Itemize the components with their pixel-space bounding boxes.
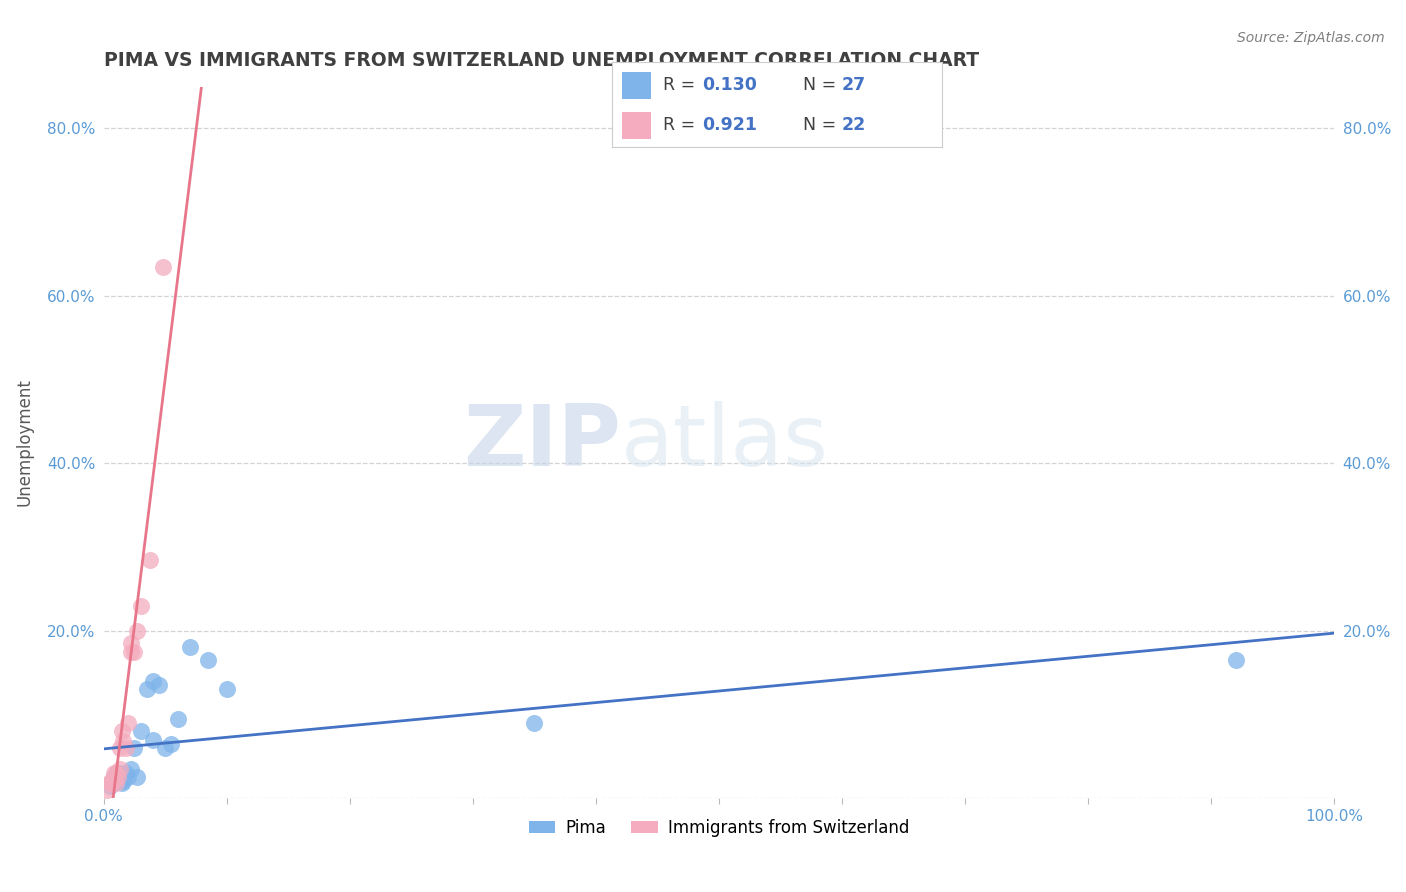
Text: R =: R = [662, 77, 700, 95]
Point [103, 766, 125, 780]
Text: R =: R = [662, 116, 700, 134]
Point [112, 734, 135, 748]
Point [115, 740, 138, 755]
Point [215, 682, 238, 697]
Text: 27: 27 [841, 77, 865, 95]
Point [139, 552, 162, 566]
Point [105, 766, 128, 780]
Point [160, 737, 183, 751]
Point [1225, 653, 1247, 667]
Point [142, 673, 165, 688]
Point [166, 712, 188, 726]
Point [120, 645, 142, 659]
Point [105, 774, 128, 789]
Point [129, 724, 152, 739]
Point [108, 774, 131, 789]
Point [100, 774, 122, 789]
Y-axis label: Unemployment: Unemployment [15, 378, 32, 507]
Point [103, 770, 125, 784]
Point [124, 740, 146, 755]
Point [117, 715, 139, 730]
Text: 22: 22 [841, 116, 866, 134]
Point [142, 732, 165, 747]
Point [108, 766, 131, 780]
Bar [621, 112, 651, 139]
Point [148, 678, 170, 692]
Point [105, 766, 128, 780]
Point [108, 762, 131, 776]
Point [107, 770, 129, 784]
Point [105, 776, 128, 790]
Point [152, 260, 174, 274]
Legend: Pima, Immigrants from Switzerland: Pima, Immigrants from Switzerland [522, 812, 915, 843]
Point [124, 645, 146, 659]
Point [129, 599, 152, 613]
Point [111, 776, 134, 790]
Text: Source: ZipAtlas.com: Source: ZipAtlas.com [1237, 31, 1385, 45]
Point [115, 766, 138, 780]
Text: 0.130: 0.130 [703, 77, 758, 95]
Point [101, 776, 124, 790]
Text: N =: N = [803, 116, 842, 134]
Point [108, 740, 131, 755]
Point [125, 624, 148, 638]
Point [98, 779, 121, 793]
Bar [621, 71, 651, 99]
Point [125, 770, 148, 784]
Point [111, 724, 134, 739]
Text: ZIP: ZIP [463, 401, 620, 483]
Text: 0.921: 0.921 [703, 116, 758, 134]
Point [135, 682, 157, 697]
Point [179, 640, 201, 655]
Point [96, 782, 118, 797]
Point [117, 770, 139, 784]
Text: N =: N = [803, 77, 842, 95]
Point [112, 774, 135, 789]
Point [155, 740, 177, 755]
Point [103, 772, 125, 787]
Point [523, 715, 546, 730]
Point [197, 653, 219, 667]
Text: atlas: atlas [620, 401, 828, 483]
Point [120, 762, 142, 776]
Point [120, 636, 142, 650]
Text: PIMA VS IMMIGRANTS FROM SWITZERLAND UNEMPLOYMENT CORRELATION CHART: PIMA VS IMMIGRANTS FROM SWITZERLAND UNEM… [104, 51, 979, 70]
Point [98, 776, 121, 790]
Point [101, 774, 124, 789]
